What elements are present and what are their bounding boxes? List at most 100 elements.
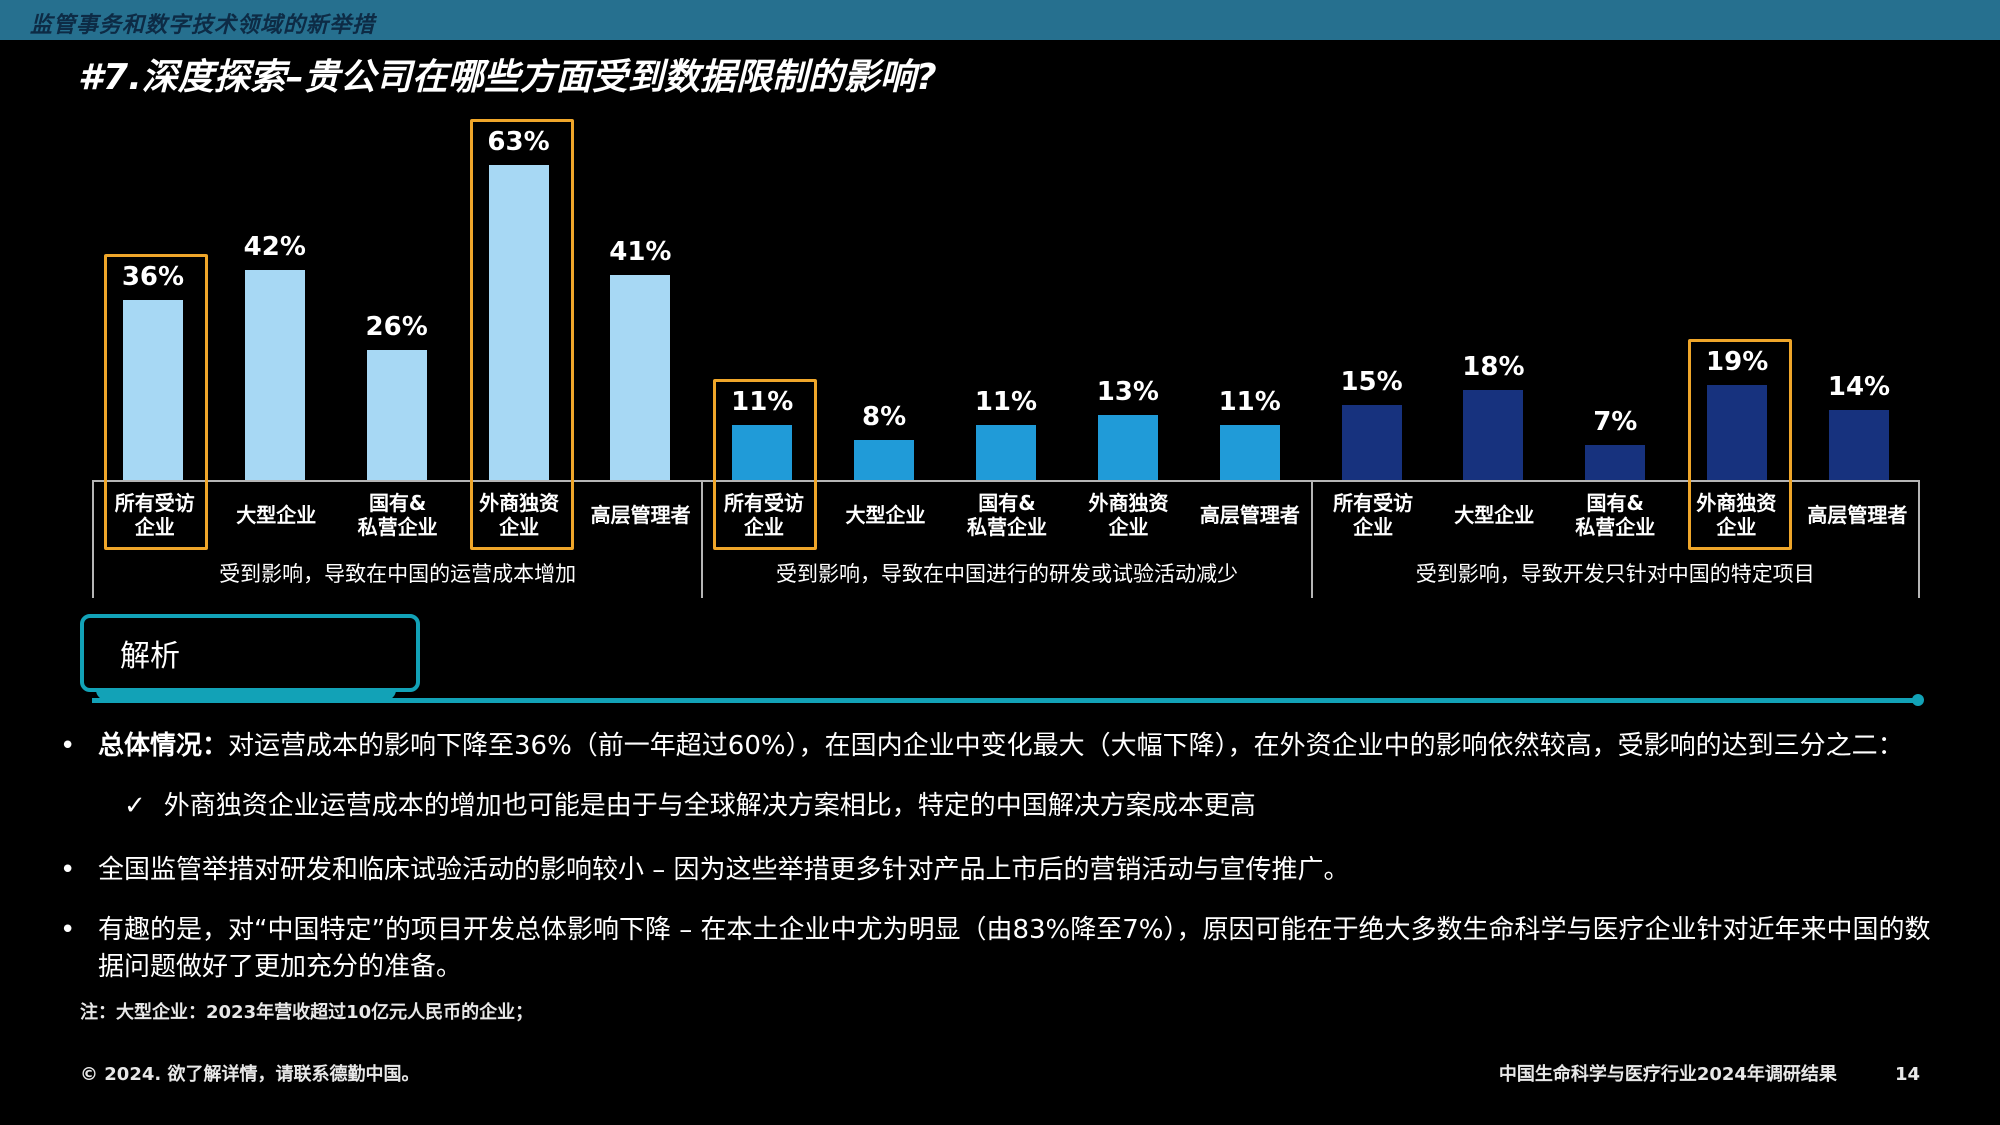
bar — [1585, 445, 1646, 480]
category-label: 高层管理者 — [1199, 503, 1300, 527]
bar-value-label: 7% — [1593, 407, 1638, 437]
bar — [1463, 390, 1524, 480]
bar-column: 18% — [1432, 100, 1554, 480]
group-footer: 所有受访 企业 大型企业 国有& 私营企业 外商独资 企业 高层管理者受到影响，导致在中… — [92, 480, 702, 598]
bar-column: 7% — [1554, 100, 1676, 480]
analysis-tab: 解析 — [80, 614, 420, 692]
group-caption: 受到影响，导致在中国的运营成本增加 — [219, 562, 577, 586]
bar — [975, 425, 1036, 480]
bullet-item: • 全国监管举措对研发和临床试验活动的影响较小 – 因为这些举措更多针对产品上市后… — [60, 852, 1944, 890]
group-caption: 受到影响，导致开发只针对中国的特定项目 — [1415, 562, 1815, 586]
bar-column: 63% — [458, 100, 580, 480]
bar-column: 19% — [1676, 100, 1798, 480]
category-label: 外商独资 企业 — [479, 491, 560, 539]
bar-value-label: 11% — [731, 387, 794, 417]
bars-area: 11% 8% 11% 13% 11% — [701, 100, 1310, 480]
category-label: 所有受访 企业 — [724, 491, 805, 539]
bar-column: 36% — [92, 100, 214, 480]
bars-area: 15% 18% 7% 19% 14% — [1311, 100, 1920, 480]
category-label: 大型企业 — [236, 503, 317, 527]
bar-column: 26% — [336, 100, 458, 480]
bar-column: 15% — [1311, 100, 1433, 480]
category-label: 大型企业 — [1454, 503, 1535, 527]
bar-chart: 36% 42% 26% 63% 41% 所有受访 企业 大型企业 国有& 私营企业 外商独资 企… — [92, 100, 1920, 600]
bar-column: 41% — [579, 100, 701, 480]
bar — [1341, 405, 1402, 480]
category-label: 国有& 私营企业 — [357, 491, 438, 539]
category-label: 外商独资 企业 — [1696, 491, 1777, 539]
report-source: 中国生命科学与医疗行业2024年调研结果 — [1498, 1064, 1837, 1085]
bullet-text: 有趣的是，对“中国特定”的项目开发总体影响下降 – 在本土企业中尤为明显（由83… — [98, 914, 1931, 983]
bar-value-label: 19% — [1706, 347, 1769, 377]
bar-value-label: 36% — [121, 262, 185, 292]
bullet-text: 总体情况：对运营成本的影响下降至36%（前一年超过60%），在国内企业中变化最大… — [98, 731, 1904, 761]
bar-value-label: 41% — [609, 237, 672, 267]
bar-value-label: 8% — [862, 402, 907, 432]
bar-value-label: 15% — [1340, 367, 1403, 397]
bar — [1828, 410, 1889, 480]
category-label: 所有受访 企业 — [1333, 491, 1414, 539]
bullet-marker: • — [60, 731, 76, 761]
bullet-marker: • — [60, 855, 76, 886]
bar-column: 13% — [1067, 100, 1189, 480]
bullet-list: • 总体情况：对运营成本的影响下降至36%（前一年超过60%），在国内企业中变化最… — [60, 728, 1944, 1009]
footer: © 2024. 欲了解详情，请联系德勤中国。 中国生命科学与医疗行业2024年调… — [80, 1060, 1920, 1086]
bar — [610, 275, 671, 480]
bar — [1219, 425, 1280, 480]
bar-value-label: 13% — [1096, 377, 1159, 407]
bar — [1097, 415, 1158, 480]
bar — [366, 350, 427, 480]
category-label: 国有& 私营企业 — [1575, 491, 1656, 539]
bar — [488, 165, 549, 480]
category-row: 所有受访 企业 大型企业 国有& 私营企业 外商独资 企业 高层管理者 — [703, 482, 1310, 548]
sub-bullet-text: 外商独资企业运营成本的增加也可能是由于与全球解决方案相比，特定的中国解决方案成本… — [163, 790, 1256, 821]
header-bar: 监管事务和数字技术领域的新举措 — [0, 0, 2000, 40]
category-row: 所有受访 企业 大型企业 国有& 私营企业 外商独资 企业 高层管理者 — [94, 482, 701, 548]
chart-group: 11% 8% 11% 13% 11% 所有受访 企业 大型企业 国有& 私营企业 外商独资 企业… — [701, 100, 1311, 598]
bar-value-label: 18% — [1462, 352, 1525, 382]
category-label: 外商独资 企业 — [1088, 491, 1169, 539]
group-footer: 所有受访 企业 大型企业 国有& 私营企业 外商独资 企业 高层管理者 受到影响，导致在中… — [701, 480, 1311, 598]
category-label: 高层管理者 — [1807, 503, 1908, 527]
bar — [122, 300, 183, 480]
analysis-line — [92, 698, 1914, 703]
group-caption: 受到影响，导致在中国进行的研发或试验活动减少 — [775, 562, 1238, 586]
bar-value-label: 42% — [243, 232, 306, 262]
bullet-lead: 总体情况： — [98, 731, 229, 761]
bar-value-label: 11% — [1218, 387, 1281, 417]
bar-column: 14% — [1798, 100, 1920, 480]
bar — [244, 270, 305, 480]
category-label: 高层管理者 — [590, 503, 691, 527]
category-row: 所有受访 企业 大型企业 国有& 私营企业 外商独资 企业 高层管理者 — [1313, 482, 1918, 548]
chart-group: 15% 18% 7% 19% 14% 所有受访 企业 大型企业 国有& 私营企业 外商独资 企业… — [1310, 100, 1920, 598]
bar-value-label: 11% — [974, 387, 1038, 417]
category-label: 所有受访 企业 — [114, 491, 195, 539]
chart-groups: 36% 42% 26% 63% 41% 所有受访 企业 大型企业 国有& 私营企业 外商独资 企… — [92, 100, 1920, 598]
header-tagline: 监管事务和数字技术领域的新举措 — [30, 13, 376, 38]
sub-bullet-item: ✓ 外商独资企业运营成本的增加也可能是由于与全球解决方案相比，特定的中国解决方案成… — [124, 788, 1944, 824]
bullet-item: • 总体情况：对运营成本的影响下降至36%（前一年超过60%），在国内企业中变化最… — [60, 728, 1944, 766]
chart-group: 36% 42% 26% 63% 41% 所有受访 企业 大型企业 国有& 私营企业 外商独资 企… — [92, 100, 702, 598]
bullet-item: • 有趣的是，对“中国特定”的项目开发总体影响下降 – 在本土企业中尤为明显（由8… — [60, 912, 1944, 987]
footnote: 注：大型企业：2023年营收超过10亿元人民币的企业； — [80, 1002, 534, 1023]
bullet-marker: • — [60, 914, 76, 945]
page-title: #7.深度探索–贵公司在哪些方面受到数据限制的影响? — [78, 57, 937, 98]
category-label: 国有& 私营企业 — [966, 491, 1047, 539]
copyright: © 2024. 欲了解详情，请联系德勤中国。 — [80, 1064, 420, 1085]
bar-value-label: 14% — [1827, 372, 1891, 402]
bar-column: 11% — [701, 100, 823, 480]
bar-column: 8% — [823, 100, 945, 480]
bar-column: 11% — [1189, 100, 1311, 480]
bar — [732, 425, 793, 480]
bar-value-label: 63% — [487, 127, 550, 157]
group-footer: 所有受访 企业 大型企业 国有& 私营企业 外商独资 企业 高层管理者受到影响，导致开发… — [1310, 480, 1920, 598]
bars-area: 36% 42% 26% 63% 41% — [92, 100, 701, 480]
bullet-text: 全国监管举措对研发和临床试验活动的影响较小 – 因为这些举措更多针对产品上市后的… — [98, 855, 1350, 886]
bar-column: 11% — [945, 100, 1067, 480]
analysis-label: 解析 — [120, 639, 180, 674]
check-icon: ✓ — [124, 790, 146, 821]
analysis-line-dot — [1912, 694, 1924, 706]
bar-column: 42% — [214, 100, 336, 480]
analysis-section: 解析 — [80, 614, 1932, 718]
